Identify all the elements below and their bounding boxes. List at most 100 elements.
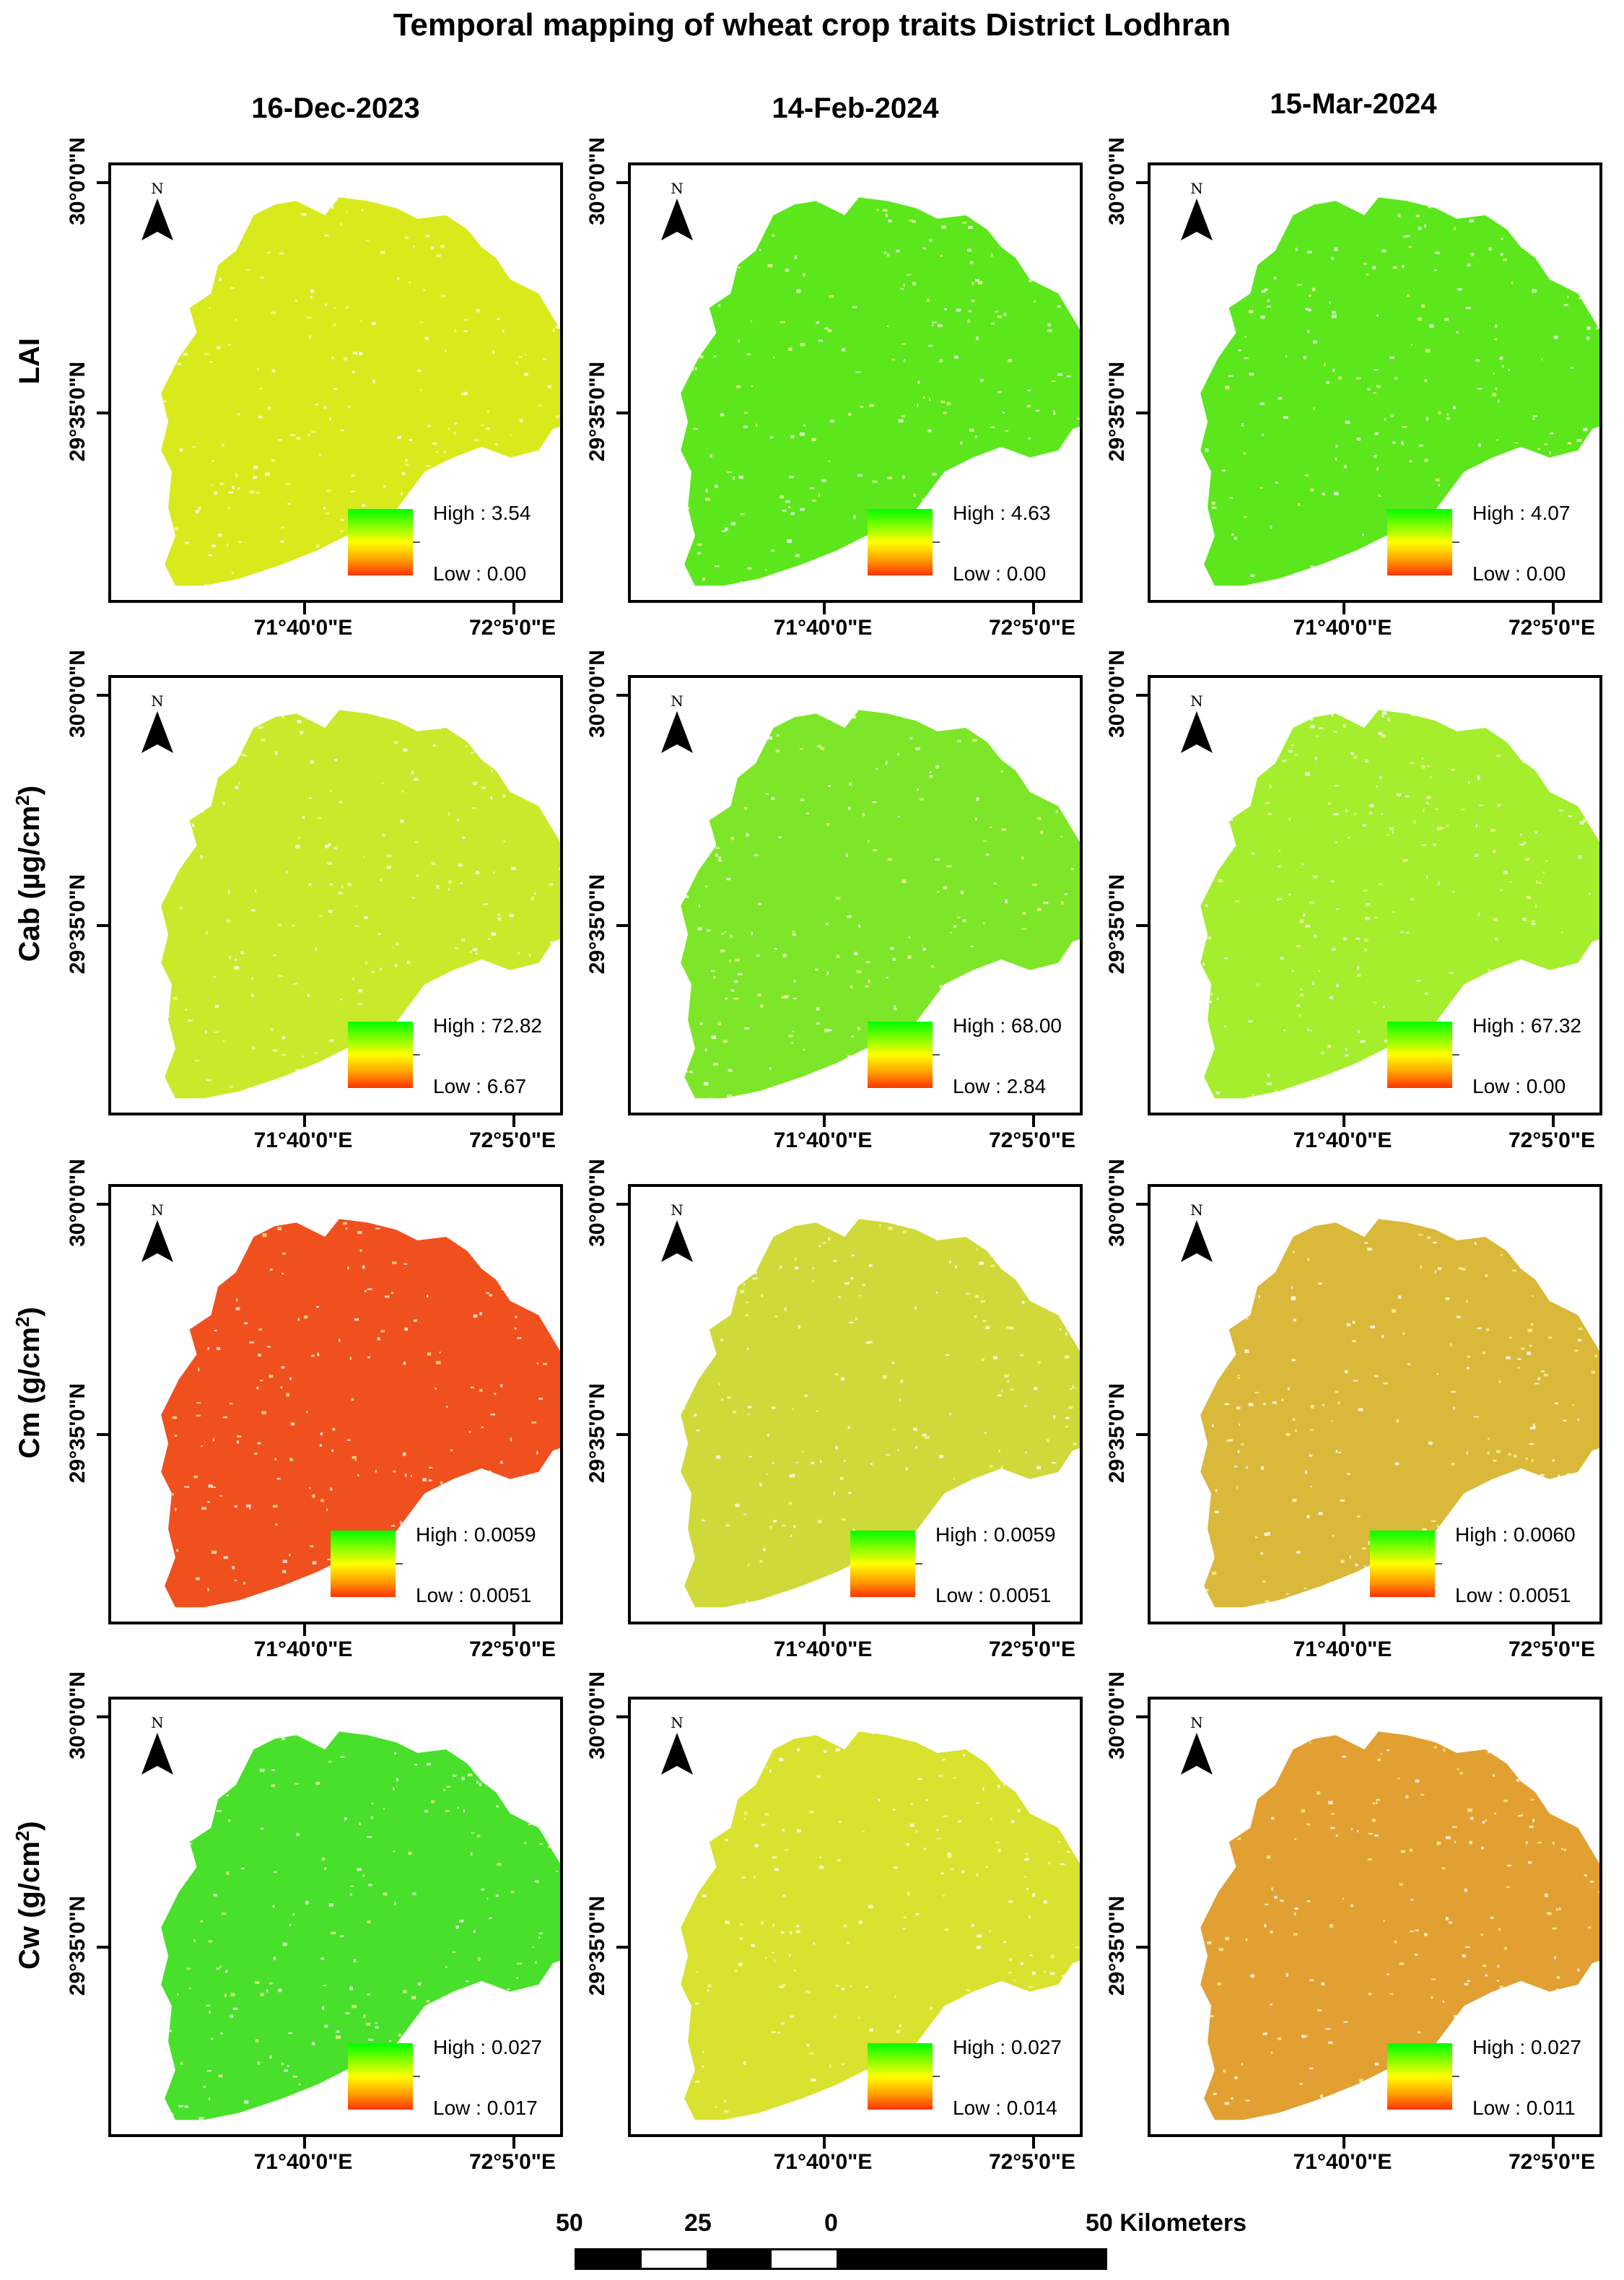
texture-speck	[1442, 2000, 1445, 2003]
texture-speck	[1397, 214, 1401, 218]
texture-speck	[559, 868, 560, 870]
texture-speck	[1287, 1387, 1290, 1391]
texture-speck	[819, 1460, 822, 1463]
scale-seg-2	[642, 2250, 707, 2268]
texture-speck	[497, 1998, 502, 2002]
texture-speck	[767, 264, 773, 268]
texture-speck	[1470, 253, 1475, 256]
texture-speck	[942, 1759, 946, 1761]
texture-speck	[1415, 1929, 1419, 1931]
texture-speck	[778, 836, 782, 839]
texture-speck	[1363, 889, 1368, 892]
texture-speck	[383, 1808, 385, 1810]
texture-speck	[794, 256, 797, 259]
texture-speck	[997, 391, 1002, 393]
texture-speck	[1555, 1778, 1557, 1783]
texture-speck	[990, 253, 993, 257]
texture-speck	[894, 1008, 897, 1010]
texture-speck	[1252, 852, 1254, 855]
texture-speck	[857, 1027, 860, 1030]
texture-speck	[1372, 1802, 1375, 1805]
texture-speck	[499, 237, 505, 239]
texture-speck	[541, 1084, 546, 1086]
texture-speck	[829, 2063, 831, 2068]
texture-speck	[971, 300, 975, 303]
texture-speck	[1554, 1402, 1558, 1405]
texture-speck	[843, 1460, 846, 1463]
texture-speck	[959, 441, 963, 445]
texture-speck	[738, 266, 741, 269]
texture-speck	[1397, 1295, 1402, 1300]
texture-speck	[541, 778, 546, 782]
texture-speck	[788, 1035, 793, 1037]
texture-speck	[1032, 883, 1037, 886]
texture-speck	[466, 1510, 469, 1512]
texture-speck	[1436, 1373, 1439, 1375]
texture-speck	[305, 1598, 307, 1603]
texture-speck	[538, 1936, 541, 1939]
texture-speck	[899, 1398, 902, 1402]
texture-speck	[325, 845, 329, 848]
texture-speck	[936, 1829, 939, 1832]
texture-speck	[245, 269, 250, 271]
texture-speck	[1239, 240, 1244, 244]
texture-speck	[1449, 972, 1454, 975]
texture-speck	[1421, 844, 1426, 846]
lon-label: 72°5'0"E	[468, 616, 556, 640]
texture-speck	[1216, 998, 1219, 1001]
texture-speck	[1431, 1996, 1433, 1999]
texture-speck	[445, 1406, 448, 1408]
texture-speck	[1298, 502, 1301, 507]
texture-speck	[1567, 442, 1571, 445]
texture-speck	[766, 1473, 769, 1475]
texture-speck	[1425, 349, 1431, 353]
texture-speck	[1514, 1742, 1519, 1745]
texture-speck	[1318, 1282, 1322, 1285]
texture-speck	[419, 321, 424, 323]
texture-speck	[1306, 1900, 1311, 1902]
texture-speck	[218, 534, 222, 537]
texture-speck	[950, 547, 952, 552]
texture-speck	[1354, 569, 1357, 572]
texture-speck	[237, 781, 240, 785]
texture-speck	[1593, 545, 1598, 549]
texture-speck	[1492, 850, 1496, 853]
texture-speck	[944, 308, 947, 310]
texture-speck	[510, 1295, 515, 1298]
texture-speck	[380, 782, 385, 784]
texture-speck	[455, 1925, 459, 1929]
texture-speck	[1537, 448, 1540, 451]
texture-speck	[1527, 1351, 1531, 1355]
texture-speck	[976, 723, 979, 726]
texture-speck	[396, 1603, 401, 1606]
texture-speck	[940, 1872, 944, 1875]
texture-speck	[990, 1817, 992, 1821]
texture-speck	[305, 1900, 309, 1905]
texture-speck	[1333, 731, 1337, 733]
texture-speck	[722, 1040, 728, 1043]
texture-speck	[858, 1920, 863, 1924]
texture-speck	[397, 436, 401, 439]
texture-speck	[707, 288, 710, 290]
texture-speck	[1221, 336, 1223, 339]
texture-speck	[1563, 1777, 1568, 1779]
texture-speck	[532, 1946, 534, 1949]
texture-speck	[915, 1829, 918, 1833]
texture-speck	[869, 2028, 873, 2032]
texture-speck	[1051, 469, 1056, 473]
texture-speck	[1560, 1848, 1564, 1850]
texture-speck	[908, 1092, 912, 1095]
texture-speck	[900, 1379, 904, 1383]
texture-speck	[406, 197, 410, 201]
texture-speck	[947, 1852, 951, 1855]
lat-tick	[97, 1203, 108, 1206]
texture-speck	[1214, 1510, 1219, 1513]
texture-speck	[1462, 1954, 1466, 1958]
texture-speck	[682, 1406, 685, 1410]
texture-speck	[939, 510, 943, 513]
texture-speck	[1446, 824, 1449, 827]
texture-speck	[358, 352, 363, 356]
texture-speck	[950, 931, 952, 934]
texture-speck	[375, 2022, 378, 2024]
texture-speck	[326, 489, 331, 492]
